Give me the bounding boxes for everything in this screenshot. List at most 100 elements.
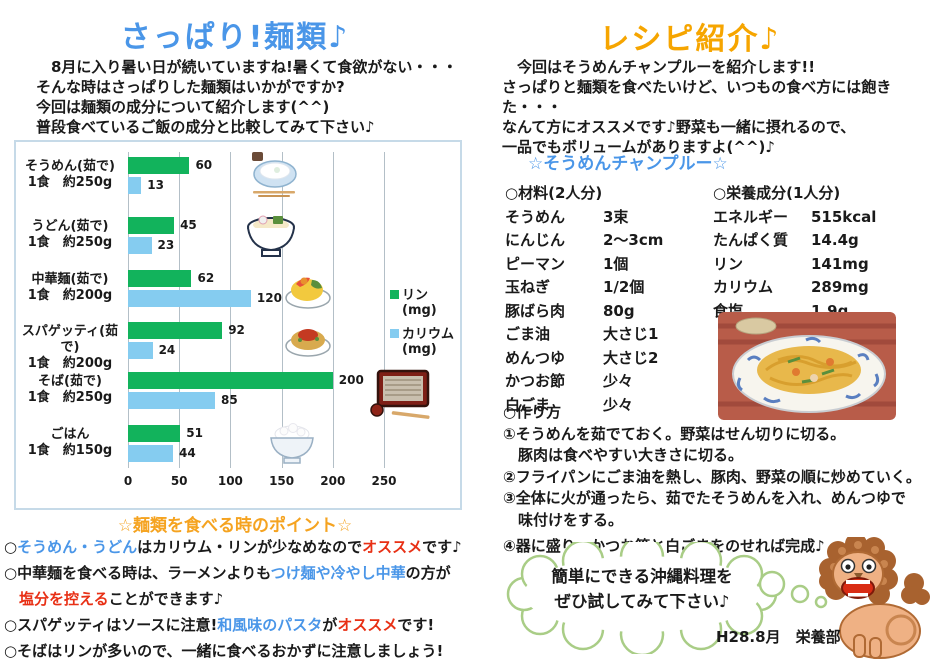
item-name: たんぱく質 [713,231,789,249]
table-row: めんつゆ 大さじ2 [505,347,663,371]
item-amount: 少々 [603,372,634,390]
thought-bubble-outline [506,534,778,657]
table-row: 白ごま 少々 [505,394,663,418]
x-tick-label: 0 [123,474,133,488]
bubble-line: ぜひ試してみて下さい♪ [554,592,730,611]
bar-rin [128,425,181,442]
bullet-segment: 塩分を控える [19,590,109,608]
gridline [281,152,283,468]
item-name: ごま油 [505,325,551,343]
legend-item: カリウム (mg) [390,327,454,357]
legend-item: リン (mg) [390,288,454,318]
bar-value-label: 23 [157,238,175,252]
category-name: そば(茹で) [38,374,102,389]
bullet-segment: そうめん・うどん [17,538,138,556]
bar-value-label: 62 [197,271,215,285]
bar-rin [128,270,192,287]
method-step: ②フライパンにごま油を熱し、豚肉、野菜の順に炒めていく。 [503,467,921,486]
text-line: さっぱりと麺類を食べたいけど、いつもの食べ方には飽きた・・・ [502,78,892,116]
x-tick-label: 50 [170,474,188,488]
text-line: そんな時はさっぱりした麺類はいかがですか? [36,78,345,96]
table-row: ピーマン 1個 [505,253,663,277]
udon-bowl-icon [245,208,297,260]
rin-legend-swatch [390,290,399,299]
category-label: スパゲッティ(茹で) 1食 約200g [16,324,124,372]
thought-dots [758,570,834,612]
item-name: リン [713,254,744,273]
bar-rin [128,217,175,234]
bar-value-label: 44 [179,446,196,460]
x-tick-label: 200 [320,474,346,488]
bar-value-label: 92 [228,323,245,337]
method-step: ③全体に火が通ったら、茹でたそうめんを入れ、めんつゆで [503,489,906,507]
category-name: スパゲッティ(茹で) [21,324,119,355]
legend-unit: (mg) [402,303,437,318]
item-name: めんつゆ [505,348,566,367]
item-name: 豚ばら肉 [505,301,566,320]
method-step: ①そうめんを茹でておく。野菜はせん切りに切る。 [503,424,846,443]
gridline [230,152,232,468]
legend-unit: (mg) [402,342,437,357]
hiyashi-chuka-icon [284,268,332,310]
chart-legend: リン (mg) カリウム (mg) [390,288,454,366]
bullet-segment: ○そばはリンが多いので、一緒に食べるおかずに注意しましょう! [4,642,444,660]
item-name: にんじん [505,231,566,249]
method-step: 豚肉は食べやすい大きさに切る。 [503,446,744,464]
item-amount: 3束 [603,207,629,226]
category-serving: 1食 約200g [27,288,113,303]
gridline [332,152,334,468]
bullet-segment: 和風味のパスタ [217,616,323,634]
bar-value-label: 51 [186,426,203,440]
bullet-line: ○スパゲッティはソースに注意!和風味のパスタがオススメです! [4,612,470,638]
item-name: かつお節 [505,372,566,390]
bullet-segment: ことができます♪ [108,590,224,608]
bullet-line: 塩分を控えることができます♪ [4,586,470,612]
bullet-line: ○中華麺を食べる時は、ラーメンよりもつけ麺や冷やし中華の方が [4,560,470,586]
bar-rin [128,322,223,339]
text-line: 今回はそうめんチャンプルーを紹介します!! [502,58,816,76]
method-heading: ○作り方 [503,403,562,421]
category-serving: 1食 約250g [27,175,113,190]
text-line: 今回は麺類の成分について紹介します(^^) [36,98,330,116]
item-amount: 289mg [811,278,869,296]
left-page-title: さっぱり!麺類♪ [120,20,350,55]
nutrition-rows: エネルギー 515kcal たんぱく質 14.4g リン 141mg カリウム 289mg 食塩… [713,206,876,324]
table-row: ごま油 大さじ1 [505,323,663,347]
bar-kalium [128,177,142,194]
bar-kalium [128,392,216,409]
points-heading: ☆麺類を食べる時のポイント☆ [117,516,353,536]
item-amount: 14.4g [811,231,859,249]
bullet-line: ○そばはリンが多いので、一緒に食べるおかずに注意しましょう! [4,638,470,664]
bullet-segment: オススメ [337,616,398,634]
item-amount: 80g [603,301,635,320]
gridline [179,152,181,468]
bubble-line: 簡単にできる沖縄料理を [551,567,733,586]
bar-value-label: 120 [256,291,282,305]
item-name: エネルギー [713,207,789,226]
dish-photo [718,312,896,420]
ingredients-section: ○材料(2人分) そうめん 3束 にんじん 2〜3cm ピーマン 1個 玉ねぎ 1/2個 豚ばら… [505,182,663,417]
item-name: 白ごま [505,395,551,414]
bullet-segment: です♪ [422,538,462,556]
kalium-legend-swatch [390,329,399,338]
table-row: 豚ばら肉 80g [505,300,663,324]
category-serving: 1食 約250g [27,235,113,250]
table-row: かつお節 少々 [505,370,663,394]
nutrition-heading: ○栄養成分(1人分) [713,184,841,202]
gridline [128,152,129,468]
item-name: ピーマン [505,254,566,273]
nutrition-section: ○栄養成分(1人分) エネルギー 515kcal たんぱく質 14.4g リン 141mg… [713,182,876,323]
bar-value-label: 200 [338,373,364,387]
x-tick-label: 150 [269,474,295,488]
soba-tray-icon [368,368,434,420]
right-page-title: レシピ紹介♪ [599,22,781,57]
chart-plot: 0 50 100 150 200 250 60 13 45 23 62 120 92 24 200 85 51 4… [124,152,397,488]
item-amount: 1個 [603,254,629,273]
x-tick-label: 250 [371,474,397,488]
ingredients-heading: ○材料(2人分) [505,184,603,202]
category-name: 中華麺(茹で) [31,272,109,287]
recipe-heading: ☆そうめんチャンプルー☆ [528,154,728,174]
category-serving: 1食 約200g [27,356,113,371]
bar-value-label: 45 [180,218,197,232]
bullet-segment: はカリウム・リンが少なめなので [137,538,363,556]
